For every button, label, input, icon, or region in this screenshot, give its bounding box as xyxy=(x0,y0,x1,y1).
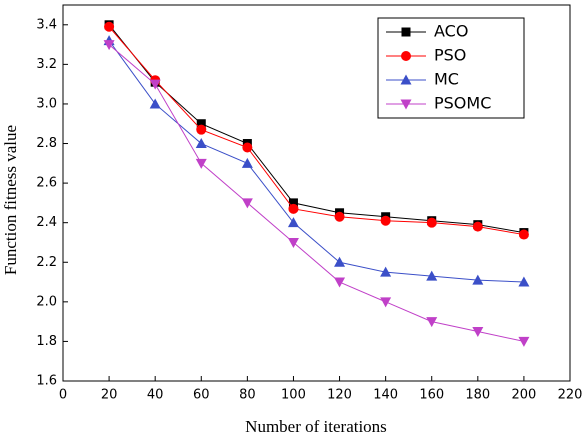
y-tick-label: 3.2 xyxy=(36,57,57,72)
marker xyxy=(241,157,253,168)
y-tick-label: 1.6 xyxy=(36,374,57,389)
legend-marker xyxy=(401,27,411,37)
marker xyxy=(287,237,299,248)
marker xyxy=(196,119,206,129)
marker xyxy=(149,98,161,109)
x-tick-label: 40 xyxy=(147,388,164,403)
marker xyxy=(518,229,529,240)
marker xyxy=(426,217,437,228)
marker xyxy=(334,211,345,222)
marker xyxy=(195,138,207,149)
marker xyxy=(426,270,438,281)
legend-label: PSOMC xyxy=(434,94,491,113)
plot-frame xyxy=(62,4,571,382)
y-tick-label: 2.2 xyxy=(36,255,57,270)
y-axis-label: Function fitness value xyxy=(1,125,20,275)
y-tick-label: 2.0 xyxy=(36,294,57,309)
x-tick-label: 140 xyxy=(373,388,398,403)
marker xyxy=(426,317,438,328)
series-line xyxy=(108,24,524,234)
x-tick-label: 120 xyxy=(327,388,352,403)
marker xyxy=(241,198,253,209)
marker xyxy=(287,217,299,228)
x-tick-label: 200 xyxy=(511,388,536,403)
legend-label: ACO xyxy=(434,22,468,41)
y-tick-label: 2.6 xyxy=(36,176,57,191)
y-tick-label: 2.8 xyxy=(36,136,57,151)
y-tick-label: 1.8 xyxy=(36,334,57,349)
series-line xyxy=(108,26,524,236)
legend-label: PSO xyxy=(434,46,466,65)
legend-marker xyxy=(401,51,411,61)
marker xyxy=(103,40,115,51)
y-tick-label: 3.0 xyxy=(36,96,57,111)
marker xyxy=(149,79,161,90)
x-axis-label: Number of iterations xyxy=(245,417,387,436)
x-tick-label: 20 xyxy=(101,388,118,403)
y-tick-label: 2.4 xyxy=(36,215,57,230)
marker xyxy=(380,266,392,277)
x-tick-label: 0 xyxy=(59,388,67,403)
marker xyxy=(380,215,391,226)
marker xyxy=(288,203,299,214)
x-tick-label: 180 xyxy=(465,388,490,403)
marker xyxy=(104,21,115,32)
x-tick-label: 60 xyxy=(193,388,210,403)
legend-label: MC xyxy=(434,70,459,89)
marker xyxy=(380,297,392,308)
marker xyxy=(472,274,484,285)
marker xyxy=(518,276,530,287)
marker xyxy=(472,221,483,232)
marker xyxy=(334,277,346,288)
x-tick-label: 100 xyxy=(281,388,306,403)
x-tick-label: 80 xyxy=(239,388,256,403)
series-line xyxy=(108,44,525,342)
legend-marker xyxy=(400,74,412,85)
y-tick-label: 3.4 xyxy=(36,17,57,32)
marker xyxy=(288,198,298,208)
marker xyxy=(518,336,530,347)
x-tick-label: 160 xyxy=(419,388,444,403)
marker xyxy=(472,327,484,338)
marker xyxy=(196,124,207,135)
marker xyxy=(242,142,253,153)
marker xyxy=(195,158,207,169)
x-tick-label: 220 xyxy=(558,388,583,403)
marker xyxy=(334,256,346,267)
legend-marker xyxy=(400,99,412,110)
